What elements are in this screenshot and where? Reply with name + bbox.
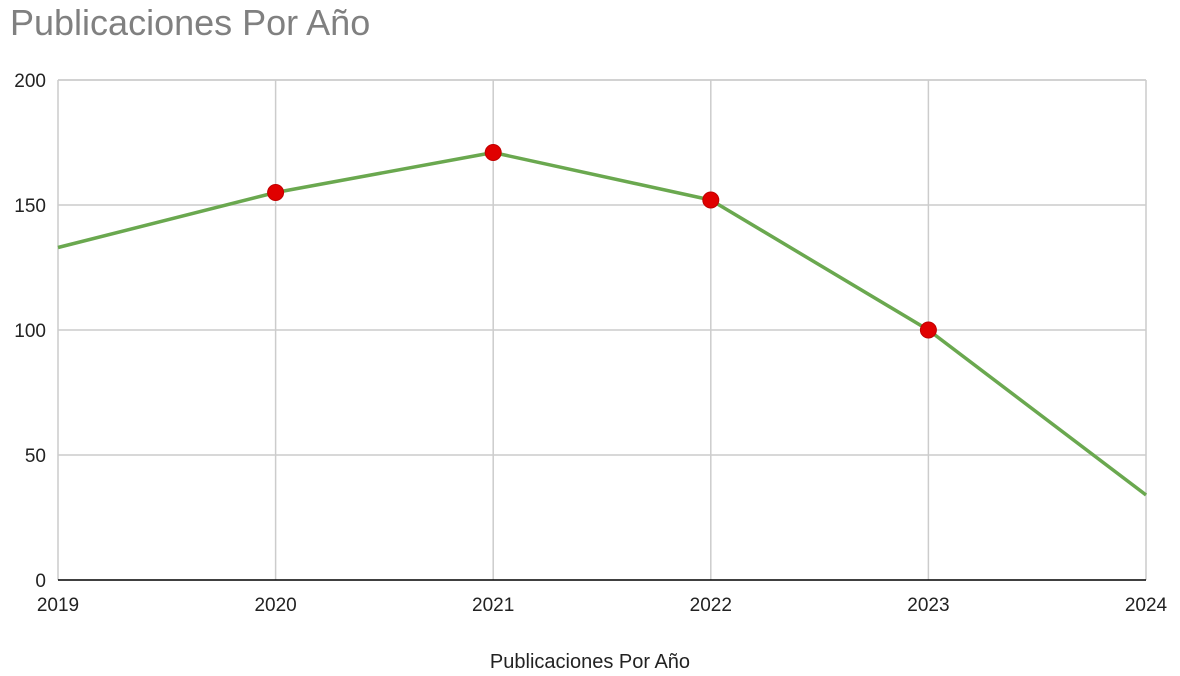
data-point <box>484 144 502 161</box>
y-tick-label: 0 <box>35 571 46 592</box>
x-tick-label: 2020 <box>254 595 296 616</box>
grid-layer <box>57 79 1147 580</box>
x-tick-label: 2023 <box>907 595 949 616</box>
x-tick-label: 2022 <box>690 595 732 616</box>
x-tick-label: 2021 <box>472 595 514 616</box>
y-tick-label: 50 <box>25 446 46 467</box>
chart-title: Publicaciones Por Año <box>10 2 371 43</box>
tick-label-layer: 0 50 100 150 200 2019 2020 2021 2022 2023 2024 <box>14 71 1167 616</box>
series-line <box>57 150 1148 497</box>
y-tick-label: 150 <box>14 196 46 217</box>
y-tick-label: 100 <box>14 321 46 342</box>
marker-layer <box>267 144 937 339</box>
data-point <box>267 184 285 201</box>
x-tick-label: 2019 <box>37 595 79 616</box>
x-tick-label: 2024 <box>1125 595 1168 616</box>
data-point <box>919 321 937 339</box>
data-point <box>702 191 720 209</box>
x-axis-title: Publicaciones Por Año <box>489 651 691 673</box>
y-tick-label: 200 <box>14 71 46 92</box>
series-layer <box>57 150 1148 497</box>
